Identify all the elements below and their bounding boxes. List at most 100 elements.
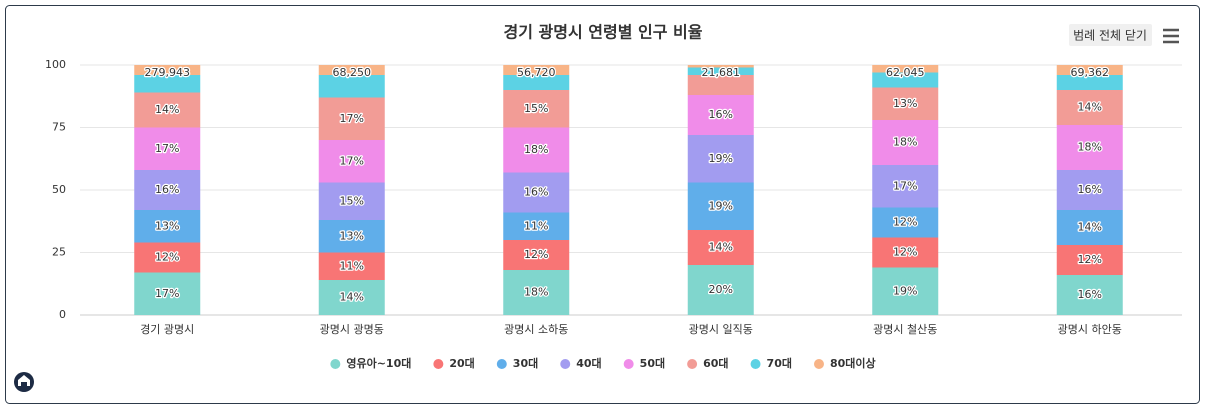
legend-swatch (687, 359, 698, 369)
data-label: 19% (709, 152, 733, 165)
logo-mark (18, 375, 30, 386)
data-label: 16% (155, 183, 179, 196)
data-label: 17% (340, 154, 364, 167)
legend-toggle-button[interactable] (1069, 24, 1152, 46)
total-label: 56,720 (517, 66, 556, 79)
legend-swatch (330, 359, 341, 369)
legend-swatch (623, 359, 634, 369)
legend-label: 20대 (449, 356, 474, 370)
bar-segment (872, 65, 939, 73)
x-tick-label: 광명시 광명동 (320, 323, 384, 336)
y-tick-label: 75 (52, 121, 66, 134)
data-label: 16% (1078, 183, 1102, 196)
data-label: 19% (709, 199, 733, 212)
legend-item[interactable]: 영유아~10대 (330, 356, 411, 370)
data-label: 12% (155, 251, 179, 264)
bar-segment (134, 272, 201, 315)
legend-item[interactable]: 20대 (433, 356, 475, 370)
bar-segment (318, 182, 385, 220)
y-tick-label: 50 (52, 183, 66, 196)
data-label: 14% (1078, 101, 1102, 114)
data-label: 18% (893, 136, 917, 149)
legend-item[interactable]: 60대 (687, 356, 729, 370)
data-label: 11% (524, 219, 548, 232)
data-label: 14% (155, 103, 179, 116)
legend-toggle-label[interactable]: 범례 전체 닫기 (1073, 29, 1147, 43)
bar-segment (687, 65, 754, 68)
bar-segment (503, 65, 570, 75)
legend-item[interactable]: 50대 (623, 356, 665, 370)
legend-label: 80대이상 (830, 356, 876, 370)
bar-segment (687, 265, 754, 315)
bar-segment (687, 182, 754, 230)
data-label: 20% (709, 283, 733, 296)
bar-segment (134, 75, 201, 93)
bar-segment (1056, 125, 1123, 170)
x-tick-label: 광명시 소하동 (504, 322, 568, 336)
data-label: 12% (893, 216, 917, 229)
bar-segment (872, 267, 939, 315)
bar-segment (134, 242, 201, 273)
bar-segment (687, 95, 754, 135)
bar-segment (872, 237, 939, 268)
bar-segment (503, 172, 570, 213)
bar-segment (872, 165, 939, 208)
total-label: 68,250 (333, 66, 372, 79)
bar-segment (872, 120, 939, 165)
bar-segment (134, 92, 201, 128)
legend-item[interactable]: 70대 (750, 356, 792, 370)
y-tick-label: 0 (59, 308, 66, 321)
data-label: 12% (893, 246, 917, 259)
legend-label: 60대 (703, 356, 728, 370)
data-label: 18% (524, 286, 548, 299)
bar-segment (687, 135, 754, 183)
bar-segment (134, 210, 201, 243)
bar-segment (503, 212, 570, 240)
legend-item[interactable]: 40대 (560, 356, 602, 370)
data-label: 18% (1078, 141, 1102, 154)
total-label: 279,943 (145, 66, 191, 79)
chart-title: 경기 광명시 연령별 인구 비율 (504, 23, 703, 42)
bar-segment (318, 97, 385, 140)
data-label: 17% (340, 112, 364, 125)
bar-segment (1056, 170, 1123, 210)
legend-label: 70대 (767, 356, 792, 370)
bar-segment (503, 90, 570, 128)
data-label: 13% (340, 229, 364, 242)
data-label: 14% (1078, 221, 1102, 234)
legend-item[interactable]: 30대 (496, 356, 538, 370)
data-label: 14% (709, 241, 733, 254)
x-tick-label: 광명시 하안동 (1058, 322, 1122, 336)
bar-segment (134, 127, 201, 170)
y-tick-label: 25 (52, 246, 66, 259)
legend-swatch (496, 359, 507, 369)
y-tick-label: 100 (45, 58, 66, 71)
data-label: 17% (155, 142, 179, 155)
bar-segment (872, 207, 939, 238)
bar-segment (1056, 75, 1123, 90)
data-label: 16% (524, 186, 548, 199)
data-label: 13% (893, 97, 917, 110)
bar-segment (872, 87, 939, 120)
legend-label: 30대 (513, 356, 538, 370)
data-label: 16% (709, 108, 733, 121)
legend-item[interactable]: 80대이상 (813, 356, 876, 370)
bar-segment (318, 65, 385, 75)
legend: 영유아~10대 20대 30대 40대 50대 60대 70대 80대이상 (330, 356, 876, 370)
legend-swatch (433, 359, 444, 369)
x-tick-label: 광명시 철산동 (873, 323, 937, 336)
bar-segment (687, 75, 754, 95)
legend-swatch (560, 359, 571, 369)
bar-segment (503, 75, 570, 90)
menu-icon[interactable] (1163, 28, 1179, 44)
data-label: 14% (340, 291, 364, 304)
data-label: 12% (524, 248, 548, 261)
bar-segment (687, 230, 754, 265)
bar-segment (1056, 90, 1123, 125)
bar-segment (1056, 210, 1123, 245)
legend-label: 50대 (640, 356, 665, 370)
total-label: 69,362 (1071, 66, 1110, 79)
x-tick-label: 경기 광명시 (140, 323, 194, 336)
total-label: 62,045 (886, 66, 925, 79)
